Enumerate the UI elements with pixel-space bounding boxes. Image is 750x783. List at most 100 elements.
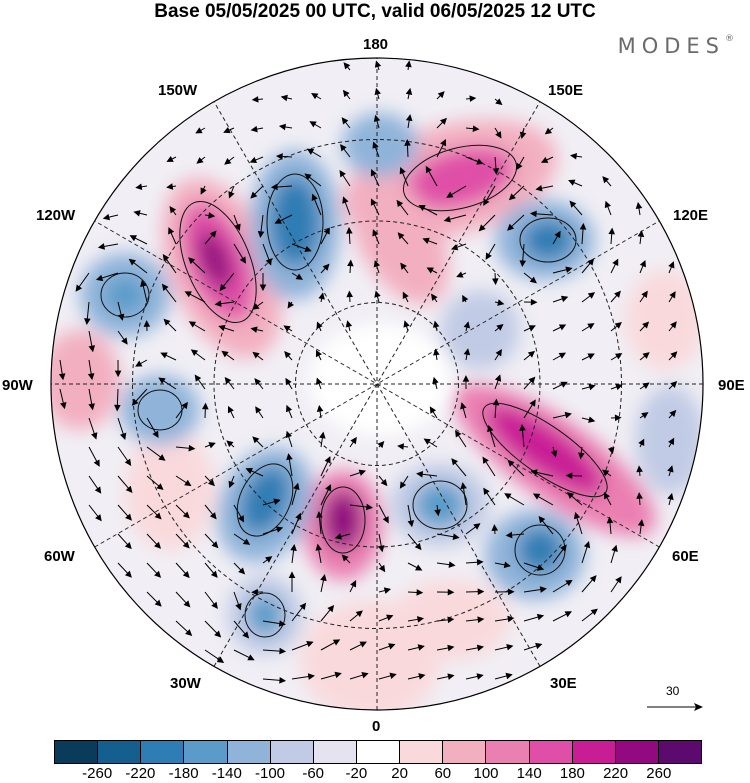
wind-vector-head <box>214 300 222 307</box>
lon-label-90w: 90W <box>2 377 33 394</box>
wind-vector-head <box>590 608 598 616</box>
wind-vector-head <box>614 290 621 298</box>
wind-vector-head <box>135 360 143 367</box>
wind-vector-head <box>485 252 492 260</box>
colorbar-tick-label: -260 <box>82 765 113 782</box>
lon-label-0: 0 <box>372 718 381 735</box>
wind-vector-head <box>119 432 127 440</box>
wind-vector-head <box>374 87 381 96</box>
wind-vector-head <box>426 267 434 274</box>
wind-vector-head <box>309 121 317 128</box>
wind-vector-head <box>578 452 585 460</box>
lon-label-120w: 120W <box>36 207 76 224</box>
wind-vector-head <box>507 459 515 467</box>
wind-vector-head <box>492 168 500 175</box>
wind-vector-head <box>587 258 595 266</box>
wind-vector-head <box>588 383 596 391</box>
wind-vector-head <box>637 519 645 527</box>
wind-vector-head <box>642 352 650 359</box>
wind-vector-head <box>635 201 643 210</box>
wind-vector-head <box>162 254 170 262</box>
wind-vector-head <box>152 430 159 439</box>
wind-vector-head <box>224 158 232 165</box>
wind-vector-head <box>154 512 162 520</box>
wind-vector-head <box>254 378 262 386</box>
wind-vector-head <box>154 570 162 578</box>
wind-vector-head <box>373 260 381 268</box>
wind-vector-head <box>140 279 147 288</box>
wind-vector-head <box>463 348 471 356</box>
wind-vector-head <box>325 484 332 492</box>
wind-vector-head <box>400 262 407 270</box>
wind-vector-head <box>507 615 515 623</box>
wind-vector-head <box>251 588 258 596</box>
wind-vector-head <box>417 644 425 651</box>
wind-vector-head <box>311 193 318 201</box>
wind-vector-head <box>527 350 536 358</box>
wind-vector-head <box>579 222 587 230</box>
wind-vector-head <box>252 303 260 310</box>
wind-vector-head <box>324 456 331 464</box>
wind-vector-head <box>346 226 353 234</box>
wind-vector-head <box>483 198 490 206</box>
wind-vector-head <box>332 639 341 646</box>
wind-vector-head <box>161 283 169 291</box>
wind-vector-head <box>234 223 241 231</box>
wind-vector-head <box>345 320 353 328</box>
wind-vector-head <box>156 483 164 490</box>
reference-vector-label: 30 <box>666 684 680 698</box>
wind-vector-head <box>214 630 222 638</box>
wind-vector-head <box>669 291 676 299</box>
wind-vector-head <box>252 351 260 359</box>
wind-vector-head <box>228 480 235 489</box>
wind-vector-head <box>283 325 291 332</box>
wind-vector-head <box>158 377 166 384</box>
map-border <box>50 57 704 711</box>
wind-vector-head <box>508 193 516 201</box>
lon-label-30e: 30E <box>550 675 577 692</box>
wind-vector-head <box>418 204 426 212</box>
wind-vector-head <box>451 458 459 466</box>
colorbar-swatch <box>443 741 487 763</box>
wind-vector-head <box>276 153 283 160</box>
wind-vector-head <box>285 430 292 439</box>
wind-vector-head <box>372 229 379 237</box>
wind-vector-head <box>638 438 645 447</box>
wind-vector-head <box>273 498 281 505</box>
wind-vector-head <box>238 567 246 575</box>
wind-vector-head <box>223 127 231 134</box>
wind-vector-head <box>249 156 258 164</box>
wind-vector-head <box>587 292 596 299</box>
wind-vector-head <box>487 424 494 433</box>
wind-vector-head <box>495 349 502 357</box>
wind-vector-head <box>447 616 455 624</box>
wind-vector-head <box>396 199 404 208</box>
wind-vector-head <box>327 604 335 613</box>
wind-vector-head <box>370 169 377 177</box>
wind-vector-head <box>188 444 196 452</box>
wind-vector-head <box>477 616 485 623</box>
wind-vector-head <box>285 377 292 386</box>
wind-vector-head <box>185 629 193 637</box>
wind-vector-head <box>275 526 284 533</box>
wind-vector-head <box>226 440 234 448</box>
wind-vector-head <box>307 673 315 680</box>
wind-vector-head <box>505 531 513 539</box>
wind-vector-head <box>347 259 354 267</box>
colorbar-tick-label: 60 <box>434 765 452 782</box>
wind-vector-head <box>446 191 454 198</box>
wind-vector-head <box>532 493 541 500</box>
wind-vector-head <box>323 227 330 235</box>
wind-vector-head <box>60 401 67 410</box>
anomaly-field <box>51 58 703 710</box>
wind-vector-head <box>342 196 349 204</box>
wind-vector-head <box>84 318 91 326</box>
wind-vector-head <box>154 599 162 607</box>
wind-vector-head <box>529 276 537 284</box>
wind-vector-head <box>614 414 622 422</box>
wind-vector-head <box>405 87 413 96</box>
wind-vector-head <box>188 257 196 265</box>
wind-vector-head <box>304 173 312 181</box>
wind-vector-head <box>425 165 432 174</box>
wind-vector-head <box>530 298 538 306</box>
